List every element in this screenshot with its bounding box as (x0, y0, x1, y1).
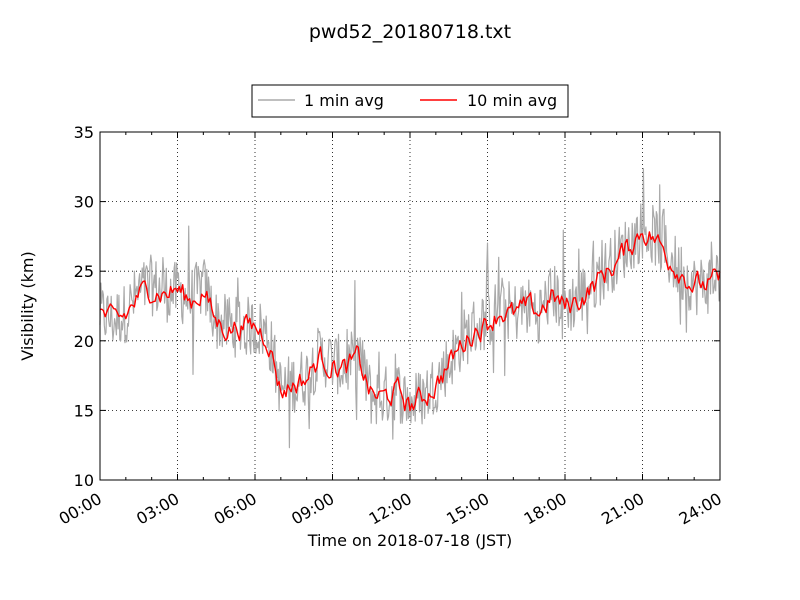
series-line-10min (99, 231, 721, 412)
y-tick-label: 25 (74, 262, 94, 281)
series-line-1min (99, 168, 721, 449)
legend-label-10min: 10 min avg (467, 91, 557, 110)
y-tick-label: 20 (74, 332, 94, 351)
legend-label-1min: 1 min avg (304, 91, 384, 110)
y-tick-label: 35 (74, 123, 94, 142)
series-layer (99, 168, 721, 449)
y-tick-label: 15 (74, 401, 94, 420)
x-axis-label: Time on 2018-07-18 (JST) (307, 531, 512, 550)
legend-box (251, 84, 569, 118)
chart-title: pwd52_20180718.txt (309, 21, 511, 43)
y-axis-label: Visibility (km) (18, 251, 37, 360)
y-tick-label: 30 (74, 193, 94, 212)
legend: 1 min avg 10 min avg (251, 84, 569, 118)
y-tick-label: 10 (74, 471, 94, 490)
